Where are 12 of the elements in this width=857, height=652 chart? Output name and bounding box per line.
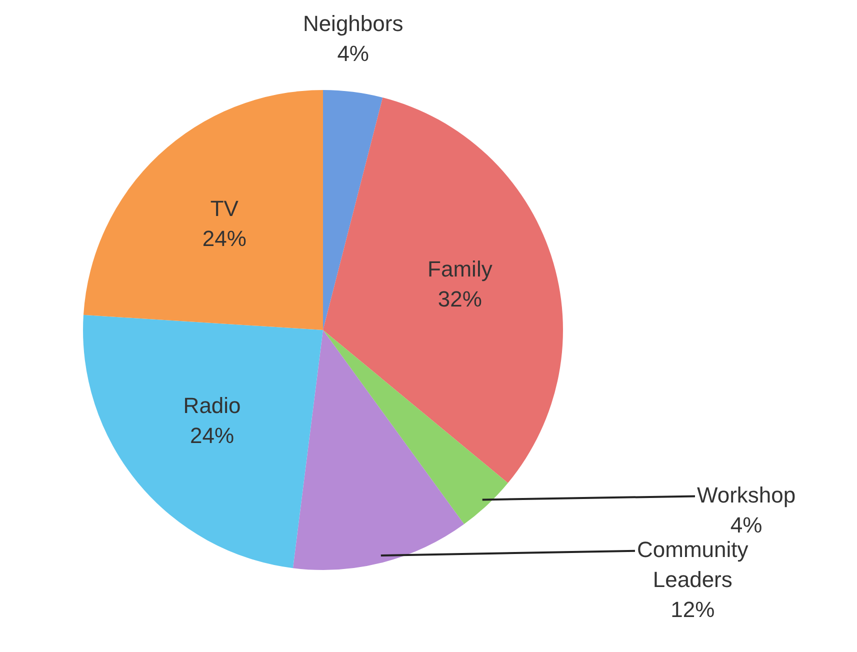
- data-label: 32%: [438, 286, 482, 312]
- data-label: 4%: [337, 41, 369, 66]
- slice-label: TV: [210, 196, 239, 222]
- slice-label: Radio: [183, 392, 241, 418]
- slice-label: Community Leaders: [637, 536, 748, 592]
- slice-label: Workshop: [697, 482, 796, 508]
- data-label: 24%: [202, 226, 246, 252]
- slice-label: Family: [428, 256, 492, 282]
- data-label: 4%: [730, 512, 762, 538]
- slice-label: Neighbors: [302, 11, 404, 36]
- data-label: 12%: [670, 596, 715, 622]
- data-label: 24%: [190, 422, 234, 448]
